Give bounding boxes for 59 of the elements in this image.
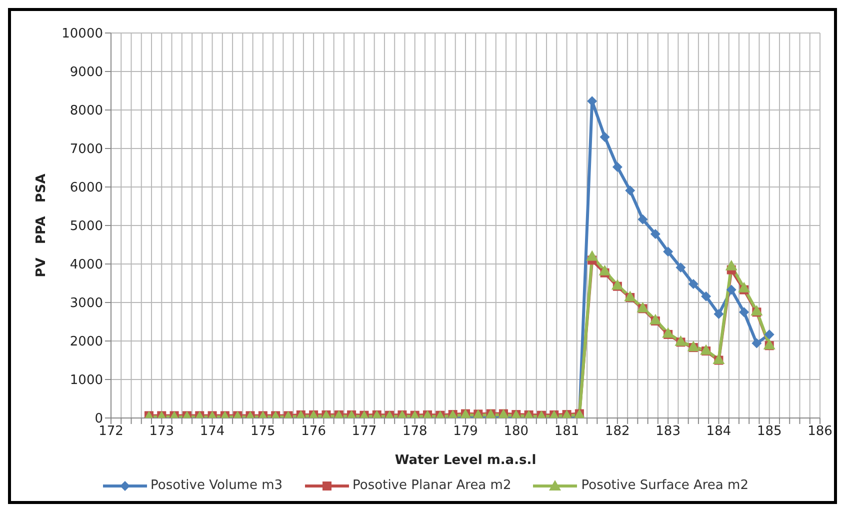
point [752, 338, 762, 348]
point [763, 338, 776, 350]
point [738, 282, 750, 292]
x-axis-title: Water Level m.a.s.l [394, 453, 536, 468]
x-tick-label: 177 [352, 424, 377, 440]
point [687, 340, 700, 352]
x-tick-label: 181 [554, 424, 580, 440]
point [600, 132, 610, 142]
x-tick-label: 173 [149, 424, 174, 440]
point [712, 353, 725, 364]
y-tick-label: 4000 [70, 258, 103, 273]
x-tick-label: 180 [504, 424, 529, 440]
x-tick-label: 176 [301, 424, 326, 440]
point [649, 314, 662, 324]
point [739, 307, 750, 318]
point [611, 279, 624, 290]
x-tick-label: 184 [706, 424, 732, 440]
point [714, 309, 724, 320]
point [700, 344, 712, 355]
y-tick-label: 8000 [70, 104, 103, 119]
point [625, 185, 636, 196]
legend-label: Posotive Planar Area m2 [352, 478, 512, 493]
point [701, 291, 712, 302]
point [764, 329, 774, 340]
point [662, 327, 674, 338]
y-tick-label: 5000 [70, 219, 103, 234]
y-tick-label: 6000 [70, 180, 103, 196]
x-tick-label: 185 [756, 424, 782, 440]
point [676, 262, 686, 272]
y-tick-label: 7000 [70, 142, 103, 158]
x-tick-label: 175 [250, 424, 276, 440]
point [650, 228, 660, 239]
y-tick-label: 9000 [70, 65, 103, 80]
y-tick-label: 10000 [62, 26, 103, 42]
point [638, 214, 648, 224]
x-tick-label: 174 [200, 424, 225, 440]
y-tick-label: 0 [94, 412, 103, 427]
point [725, 260, 738, 270]
x-tick-label: 183 [656, 424, 680, 440]
x-tick-label: 182 [605, 424, 630, 440]
y-tick-label: 3000 [70, 296, 103, 312]
point [674, 335, 687, 346]
legend-label: Posotive Surface Area m2 [580, 478, 748, 493]
point [612, 162, 622, 172]
x-tick-label: 186 [808, 424, 832, 440]
y-tick-label: 2000 [70, 334, 103, 350]
y-axis-title: PV PPA PSA [34, 174, 49, 278]
x-tick-label: 178 [402, 424, 428, 440]
legend-label: Posotive Volume m3 [150, 478, 283, 493]
point [726, 284, 736, 295]
x-tick-label: 179 [453, 424, 478, 440]
point [598, 264, 611, 276]
point [636, 302, 649, 312]
x-tick-label: 172 [98, 424, 124, 440]
point [663, 246, 674, 257]
point [750, 304, 763, 316]
y-tick-label: 1000 [70, 373, 103, 388]
point [688, 279, 698, 290]
point [586, 250, 598, 261]
